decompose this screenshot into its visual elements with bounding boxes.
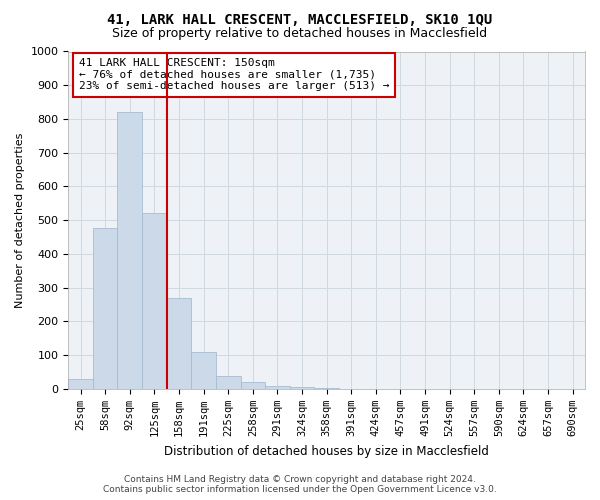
Text: Size of property relative to detached houses in Macclesfield: Size of property relative to detached ho… <box>112 28 488 40</box>
Bar <box>216 376 241 389</box>
Text: 41, LARK HALL CRESCENT, MACCLESFIELD, SK10 1QU: 41, LARK HALL CRESCENT, MACCLESFIELD, SK… <box>107 12 493 26</box>
Bar <box>314 388 339 389</box>
Text: Contains HM Land Registry data © Crown copyright and database right 2024.
Contai: Contains HM Land Registry data © Crown c… <box>103 474 497 494</box>
Bar <box>118 112 142 389</box>
Bar <box>265 386 290 389</box>
Bar <box>241 382 265 389</box>
Bar <box>290 388 314 389</box>
Bar <box>142 214 167 389</box>
Text: 41 LARK HALL CRESCENT: 150sqm
← 76% of detached houses are smaller (1,735)
23% o: 41 LARK HALL CRESCENT: 150sqm ← 76% of d… <box>79 58 389 92</box>
Bar <box>68 379 93 389</box>
X-axis label: Distribution of detached houses by size in Macclesfield: Distribution of detached houses by size … <box>164 444 489 458</box>
Bar <box>167 298 191 389</box>
Y-axis label: Number of detached properties: Number of detached properties <box>15 132 25 308</box>
Bar <box>191 352 216 389</box>
Bar <box>93 228 118 389</box>
